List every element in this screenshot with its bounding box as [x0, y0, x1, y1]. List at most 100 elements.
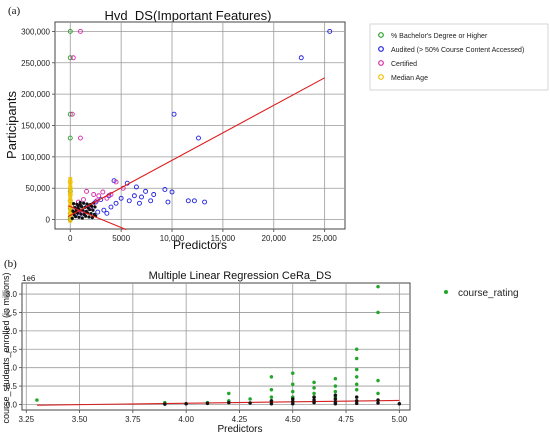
data-point-series-1 — [191, 198, 197, 204]
median-age-column — [68, 176, 73, 223]
data-point-series-0 — [269, 387, 274, 392]
data-point-series-0 — [354, 387, 359, 392]
dense-point — [88, 207, 92, 212]
data-point-series-1 — [354, 401, 359, 406]
data-point-series-1 — [397, 401, 402, 406]
data-point-series-2 — [77, 28, 83, 34]
panel-a-y-ticks: 0 50,000 100,000 150,000 200,000 250,000 300,0… — [21, 27, 55, 225]
legend-marker — [378, 32, 384, 38]
dense-point — [76, 204, 80, 208]
data-point-series-1 — [205, 401, 210, 406]
data-point-series-1 — [184, 401, 188, 406]
x-tick-label: 3.75 — [125, 415, 141, 424]
data-point-series-0 — [269, 395, 274, 399]
panel-a-legend: % Bachelor's Degree or Higher Audited (> … — [378, 32, 524, 82]
data-point-series-0 — [354, 382, 359, 387]
data-point-series-1 — [376, 401, 380, 405]
data-point-series-0 — [354, 375, 359, 379]
dense-point — [80, 216, 84, 220]
data-point-series-1 — [171, 111, 177, 117]
panel-b-grid — [22, 283, 410, 410]
data-point-series-0 — [333, 384, 338, 388]
data-point-series-0 — [354, 356, 359, 361]
data-point-series-1 — [290, 401, 295, 406]
dense-point — [74, 214, 78, 219]
data-point-series-1 — [248, 401, 252, 405]
legend-marker — [378, 60, 384, 66]
data-point-series-1 — [333, 397, 338, 401]
data-point-series-0 — [269, 375, 274, 379]
dense-point — [77, 215, 81, 219]
y-tick-label: 250,000 — [21, 59, 50, 68]
x-tick-label: 15,000 — [211, 234, 236, 243]
data-point-series-1 — [333, 401, 338, 406]
data-point-series-0 — [67, 111, 73, 117]
panel-b-x-ticks: 3.25 3.50 3.75 4.00 4.25 4.50 4.75 5.00 — [18, 410, 408, 424]
data-point-series-0 — [226, 391, 231, 396]
data-point-series-1 — [354, 395, 359, 399]
data-point-series-1 — [137, 200, 142, 206]
x-tick-label: 4.50 — [285, 415, 301, 424]
dense-point — [93, 205, 97, 209]
data-point-series-0 — [333, 376, 338, 381]
legend-label: Median Age — [391, 75, 428, 82]
dense-point — [82, 201, 86, 205]
data-point-series-1 — [148, 198, 154, 204]
y-tick-label: 0.0 — [6, 400, 18, 409]
data-point-series-2 — [70, 55, 76, 61]
data-point-series-1 — [196, 135, 201, 141]
data-point-series-0 — [354, 367, 359, 372]
data-point-series-1 — [108, 204, 114, 210]
data-point-series-1 — [327, 28, 333, 34]
panel-b-y-axis-label: course_students_enrolled (in millions) — [1, 272, 11, 423]
x-tick-label: 5000 — [112, 234, 130, 243]
dense-point — [72, 202, 76, 206]
y-tick-label: 3.0 — [6, 290, 18, 299]
y-tick-label: 2.0 — [6, 327, 18, 336]
data-point-series-2 — [91, 192, 97, 197]
data-point-series-1 — [298, 55, 304, 61]
data-point-series-2 — [77, 135, 83, 141]
data-point-series-0 — [312, 386, 316, 390]
panel-b-trend-lines — [36, 399, 400, 406]
dense-point — [78, 200, 82, 205]
x-tick-label: 10,000 — [160, 234, 185, 243]
y-tick-label: 0.5 — [6, 382, 18, 391]
panel-b: (b) Multiple Linear Regression CeRa_DS 1… — [1, 258, 519, 435]
data-point-series-0 — [333, 389, 338, 394]
data-point-series-1 — [312, 395, 316, 399]
panel-b-chart-title: Multiple Linear Regression CeRa_DS — [149, 270, 332, 282]
data-point-series-0 — [354, 347, 359, 352]
y-tick-label: 1.0 — [6, 364, 18, 373]
x-tick-label: 4.25 — [232, 415, 248, 424]
data-point-series-0 — [312, 391, 316, 396]
data-point-series-1 — [376, 398, 380, 402]
data-point-series-1 — [143, 188, 149, 194]
y-tick-label: 2.5 — [6, 308, 18, 317]
legend-label: Certified — [391, 61, 417, 68]
panel-a: (a) Hvd_DS(Important Features) 0 5000 10,0… — [4, 5, 549, 252]
panel-a-trend-lines — [67, 77, 325, 231]
y-tick-label: 200,000 — [21, 90, 50, 99]
y-tick-label: 300,000 — [21, 27, 50, 36]
data-point-series-0 — [376, 310, 380, 315]
data-point-series-2 — [100, 189, 106, 195]
legend-label: course_rating — [458, 288, 519, 299]
panel-a-y-axis-label: Participants — [4, 91, 19, 159]
panel-a-label: (a) — [8, 5, 21, 17]
y-tick-label: 0 — [46, 216, 51, 225]
dense-point — [84, 214, 88, 218]
data-point-series-1 — [269, 401, 274, 406]
dense-point — [90, 216, 94, 220]
data-point-series-0 — [35, 398, 39, 402]
data-point-series-1 — [139, 194, 144, 200]
data-point-series-0 — [376, 391, 380, 396]
data-point-series-1 — [202, 199, 208, 205]
data-point-series-0 — [67, 28, 73, 34]
data-point-series-1 — [226, 400, 231, 405]
data-point-series-0 — [290, 382, 295, 387]
data-point-series-2 — [96, 193, 102, 199]
data-point-series-1 — [333, 393, 338, 398]
data-point-series-0 — [248, 397, 252, 401]
